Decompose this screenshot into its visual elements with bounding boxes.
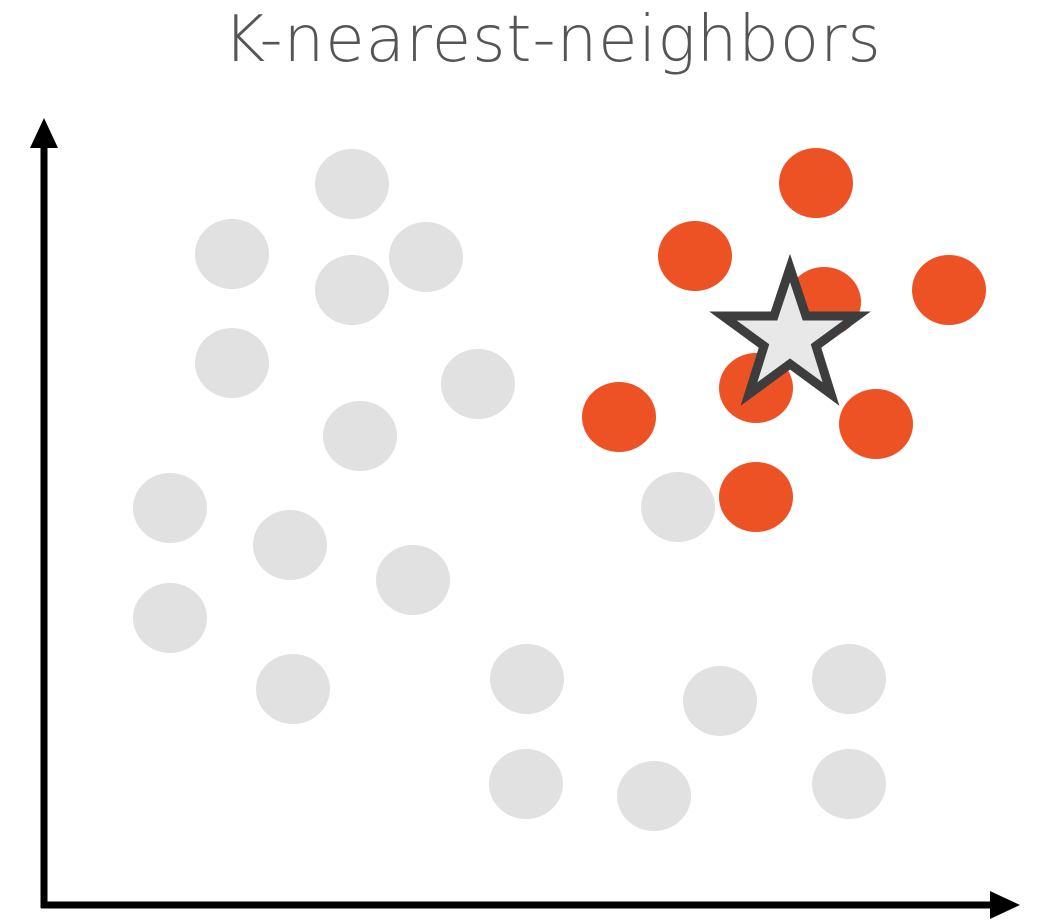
point-neighbor [839,389,913,459]
point-neighbor [658,221,732,291]
star-icon [709,253,871,406]
point-other [641,472,715,542]
point-other [617,761,691,831]
y-axis-arrow-icon [30,118,58,148]
point-other [489,749,563,819]
point-other [253,510,327,580]
point-other [683,666,757,736]
point-neighbor [719,462,793,532]
point-other [133,473,207,543]
point-other [490,644,564,714]
point-other [441,349,515,419]
point-other [812,644,886,714]
x-axis-arrow-icon [990,891,1020,919]
point-neighbor [779,148,853,218]
point-other [195,328,269,398]
point-other [812,749,886,819]
point-other [315,149,389,219]
diagram-title: K-nearest-neighbors [223,3,882,77]
point-neighbor [912,255,986,325]
point-other [133,583,207,653]
other-points [133,149,886,831]
point-other [376,545,450,615]
point-other [195,219,269,289]
point-other [256,654,330,724]
point-neighbor [582,382,656,452]
point-other [389,222,463,292]
point-other [323,401,397,471]
point-other [315,255,389,325]
